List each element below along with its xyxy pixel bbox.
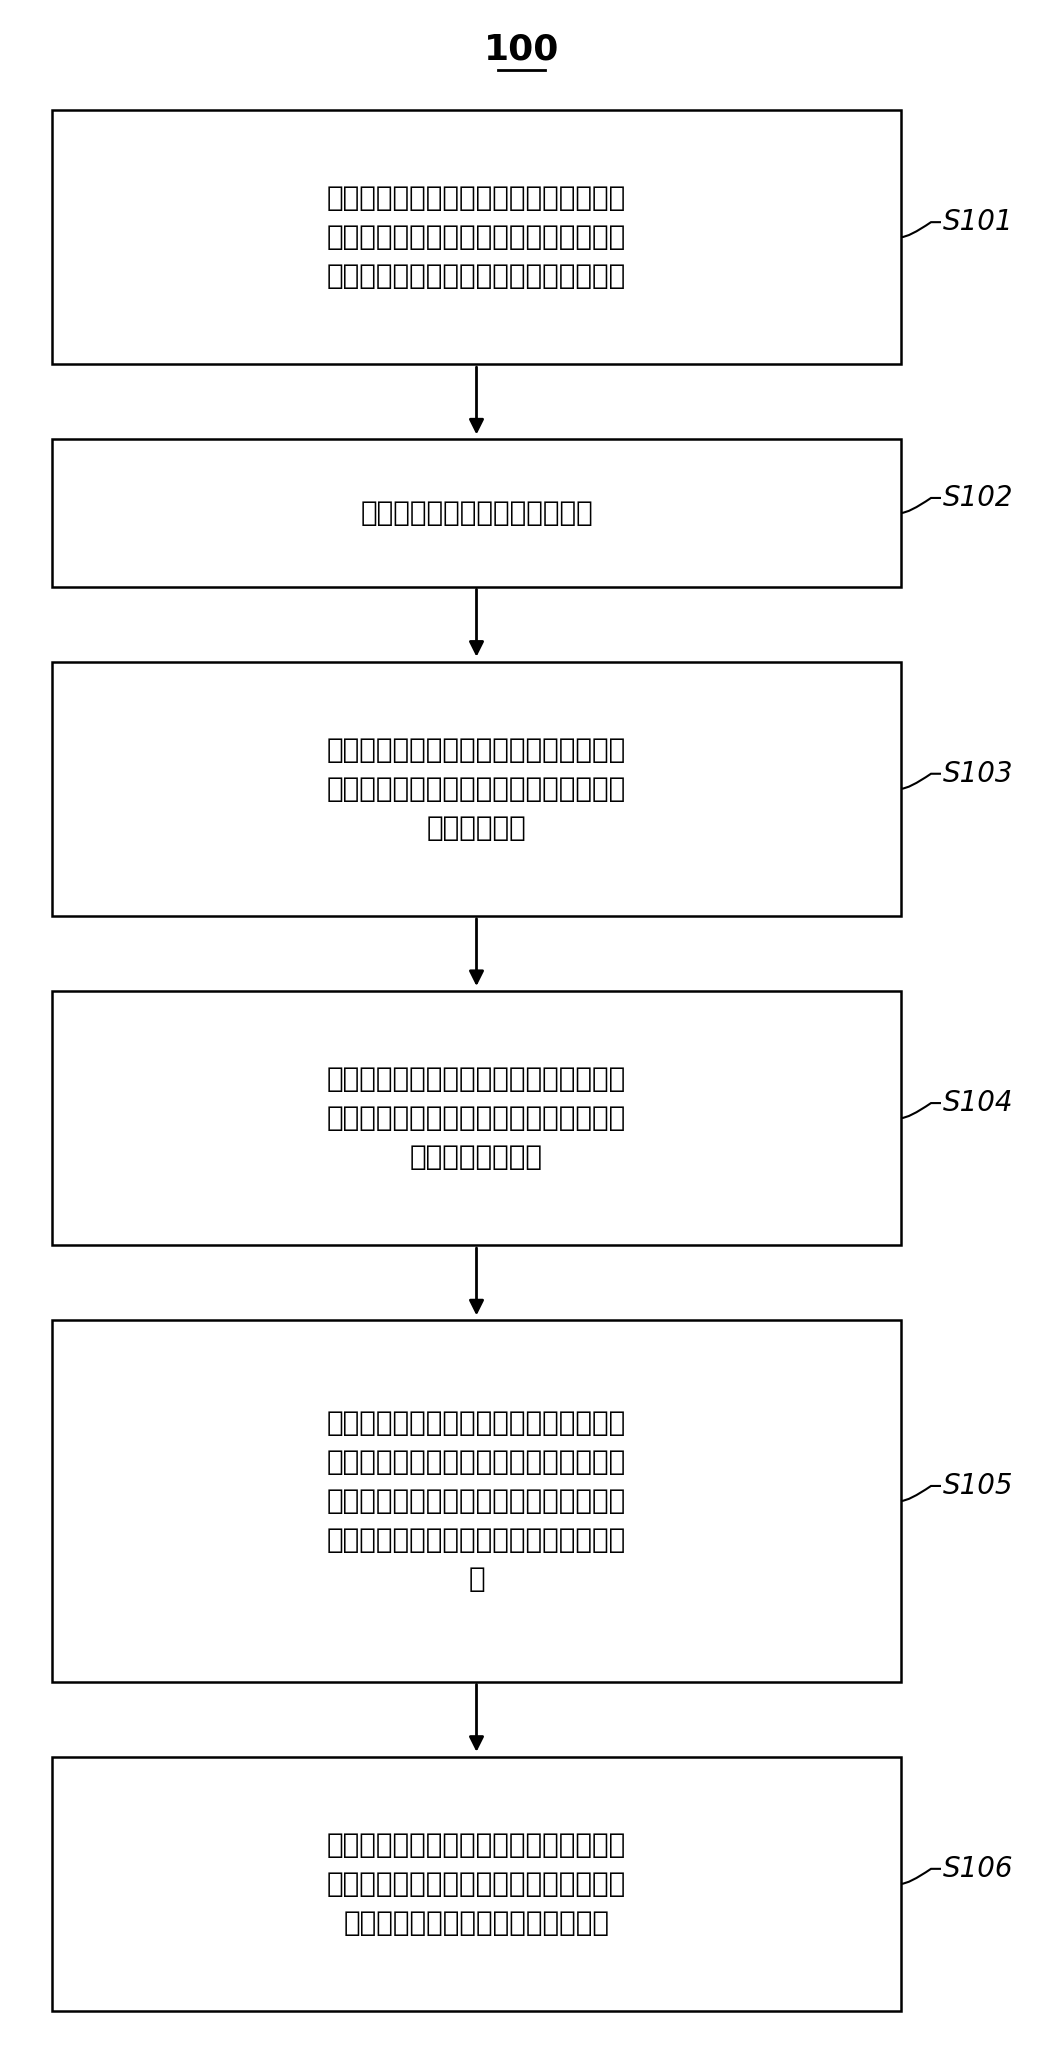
Text: S105: S105 <box>943 1472 1014 1501</box>
Bar <box>52 1756 901 2011</box>
Text: S101: S101 <box>943 208 1014 236</box>
Text: 在第一导体层上形成第一绝缘层: 在第一导体层上形成第一绝缘层 <box>360 500 592 526</box>
Text: 刻蚀位于薄膜晶体管区的刻蚀阻挡层以暴
露部分半导体有源层，形成半导体层有源
层与薄膜晶体管的第一电极的接触区和半
导体有源层与薄膜晶体管的第二极的接触
区: 刻蚀位于薄膜晶体管区的刻蚀阻挡层以暴 露部分半导体有源层，形成半导体层有源 层与… <box>326 1408 626 1593</box>
Text: 在第一绝缘层上形成氧化物半导体层，刻
蚀氧化物半导体层，形成半导体有源层以
及刻蚀缓冲层: 在第一绝缘层上形成氧化物半导体层，刻 蚀氧化物半导体层，形成半导体有源层以 及刻… <box>326 736 626 841</box>
Bar <box>52 662 901 915</box>
Bar <box>52 991 901 1246</box>
Text: S106: S106 <box>943 1855 1014 1883</box>
Text: S103: S103 <box>943 761 1014 787</box>
Bar <box>52 1320 901 1682</box>
Text: 在衬底基板上形成第一导体层，刻蚀第一
导体层形成位于电容区的第一极板以及位
于第一薄膜晶体管区的薄膜晶体管的栅极: 在衬底基板上形成第一导体层，刻蚀第一 导体层形成位于电容区的第一极板以及位 于第… <box>326 185 626 290</box>
Text: 在刻蚀阻挡层之上形成第二导体层，刻蚀
第二导体层以在薄膜晶体管区形成第一极
、第二极以及在电容区形成第二极板: 在刻蚀阻挡层之上形成第二导体层，刻蚀 第二导体层以在薄膜晶体管区形成第一极 、第… <box>326 1830 626 1937</box>
Text: S104: S104 <box>943 1090 1014 1116</box>
Bar <box>52 440 901 586</box>
Text: 100: 100 <box>484 33 559 68</box>
Bar <box>52 111 901 364</box>
Text: 在半导体有源层以及刻蚀缓冲层之上形成
刻蚀阻挡层，刻蚀位于电容区的刻蚀阻挡
层以及刻蚀缓冲层: 在半导体有源层以及刻蚀缓冲层之上形成 刻蚀阻挡层，刻蚀位于电容区的刻蚀阻挡 层以… <box>326 1065 626 1172</box>
Text: S102: S102 <box>943 483 1014 512</box>
